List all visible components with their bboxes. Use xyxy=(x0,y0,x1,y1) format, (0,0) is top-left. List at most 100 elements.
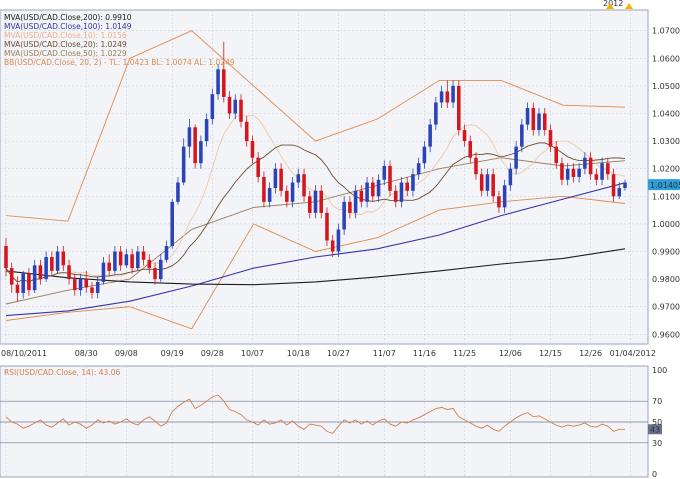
candle-up xyxy=(95,276,100,299)
candle-body xyxy=(388,165,392,191)
candle-up xyxy=(336,223,341,258)
candle-body xyxy=(4,246,8,269)
candle-down xyxy=(256,152,260,183)
candle-body xyxy=(583,157,587,169)
candle-body xyxy=(588,157,593,175)
price-tick-label: 1.0100 xyxy=(652,192,680,201)
candle-body xyxy=(55,251,60,271)
candle-body xyxy=(611,174,616,197)
candle-body xyxy=(399,182,404,202)
rsi-tick-label: 0 xyxy=(652,470,657,479)
date-tick-label: 12/06 xyxy=(499,349,522,358)
candle-body xyxy=(336,229,341,252)
bollinger-lower-line xyxy=(5,195,626,330)
rsi-layer: 43 xyxy=(0,394,662,444)
candle-up xyxy=(32,259,37,293)
candle-body xyxy=(38,265,43,280)
candle-body xyxy=(359,190,364,202)
candle-up xyxy=(313,185,318,219)
rsi-panel xyxy=(0,365,649,478)
candle-body xyxy=(554,146,558,164)
candle-body xyxy=(44,257,48,280)
last-price-label: 1.01405 xyxy=(650,181,680,190)
candle-body xyxy=(537,113,541,131)
candle-body xyxy=(273,168,278,189)
candle-up xyxy=(382,160,387,186)
rsi-line xyxy=(5,394,625,434)
candle-up xyxy=(267,182,272,208)
candle-body xyxy=(21,273,25,293)
candle-body xyxy=(302,174,306,197)
candlesticks xyxy=(4,41,627,302)
candle-body xyxy=(313,190,318,213)
candle-body xyxy=(348,201,352,213)
date-tick-label: 10/07 xyxy=(241,349,264,358)
candle-body xyxy=(136,251,140,269)
candle-up xyxy=(170,199,174,249)
candle-down xyxy=(405,177,409,197)
candle-body xyxy=(222,69,226,97)
candle-down xyxy=(359,185,364,208)
date-tick-label: 09/19 xyxy=(161,349,184,358)
candle-down xyxy=(468,135,473,164)
candle-down xyxy=(27,268,31,296)
top-year-label: 2012 xyxy=(603,0,623,8)
candle-down xyxy=(371,177,375,202)
candle-body xyxy=(514,146,518,169)
candle-up xyxy=(577,163,581,183)
candle-up xyxy=(565,163,570,186)
candle-down xyxy=(130,248,134,274)
candle-up xyxy=(376,174,381,202)
candle-down xyxy=(73,273,77,296)
candle-up xyxy=(158,254,163,282)
candle-body xyxy=(342,201,346,230)
candle-body xyxy=(479,174,484,191)
candle-up xyxy=(514,141,518,175)
candle-body xyxy=(250,141,255,158)
candle-down xyxy=(250,135,255,164)
price-tick-label: 0.9800 xyxy=(652,275,680,284)
candle-up xyxy=(210,88,215,125)
mva200-line xyxy=(5,248,626,286)
candle-up xyxy=(600,157,604,186)
price-tick-label: 0.9600 xyxy=(652,330,680,339)
candle-body xyxy=(244,121,249,142)
candle-down xyxy=(491,168,495,202)
candle-down xyxy=(554,141,558,169)
candle-body xyxy=(371,182,375,197)
rsi-tick-label: 70 xyxy=(652,397,662,406)
candle-down xyxy=(9,262,14,293)
candle-down xyxy=(262,171,266,208)
candle-body xyxy=(84,279,89,288)
candle-body xyxy=(497,196,501,208)
candle-down xyxy=(348,196,352,219)
candle-down xyxy=(542,107,547,136)
candle-down xyxy=(153,262,157,285)
candle-body xyxy=(502,185,507,208)
price-tick-label: 1.0500 xyxy=(652,82,680,91)
date-tick-label: 10/18 xyxy=(287,349,310,358)
candle-up xyxy=(136,246,140,271)
candle-body xyxy=(594,174,599,180)
last-price-tag: 1.01405 xyxy=(648,179,680,191)
candle-body xyxy=(307,196,312,213)
candle-down xyxy=(302,168,306,202)
candle-down xyxy=(531,102,536,136)
candle-body xyxy=(428,124,432,147)
candle-body xyxy=(204,119,209,142)
candle-body xyxy=(239,99,243,122)
candle-body xyxy=(416,163,421,175)
candle-down xyxy=(50,251,54,277)
candle-down xyxy=(279,163,283,197)
candle-down xyxy=(319,185,324,219)
candle-up xyxy=(164,240,169,263)
price-tick-label: 1.0700 xyxy=(652,27,680,36)
candle-up xyxy=(451,80,455,108)
candle-up xyxy=(342,196,346,235)
candle-body xyxy=(457,85,461,131)
legend-bollinger: BB(USD/CAD.Close, 20, 2) - TL: 1.0423 BL… xyxy=(4,58,235,67)
candle-body xyxy=(600,163,604,180)
candle-down xyxy=(571,163,576,183)
legend-mva10: MVA(USD/CAD.Close,10): 1.0156 xyxy=(4,31,127,40)
